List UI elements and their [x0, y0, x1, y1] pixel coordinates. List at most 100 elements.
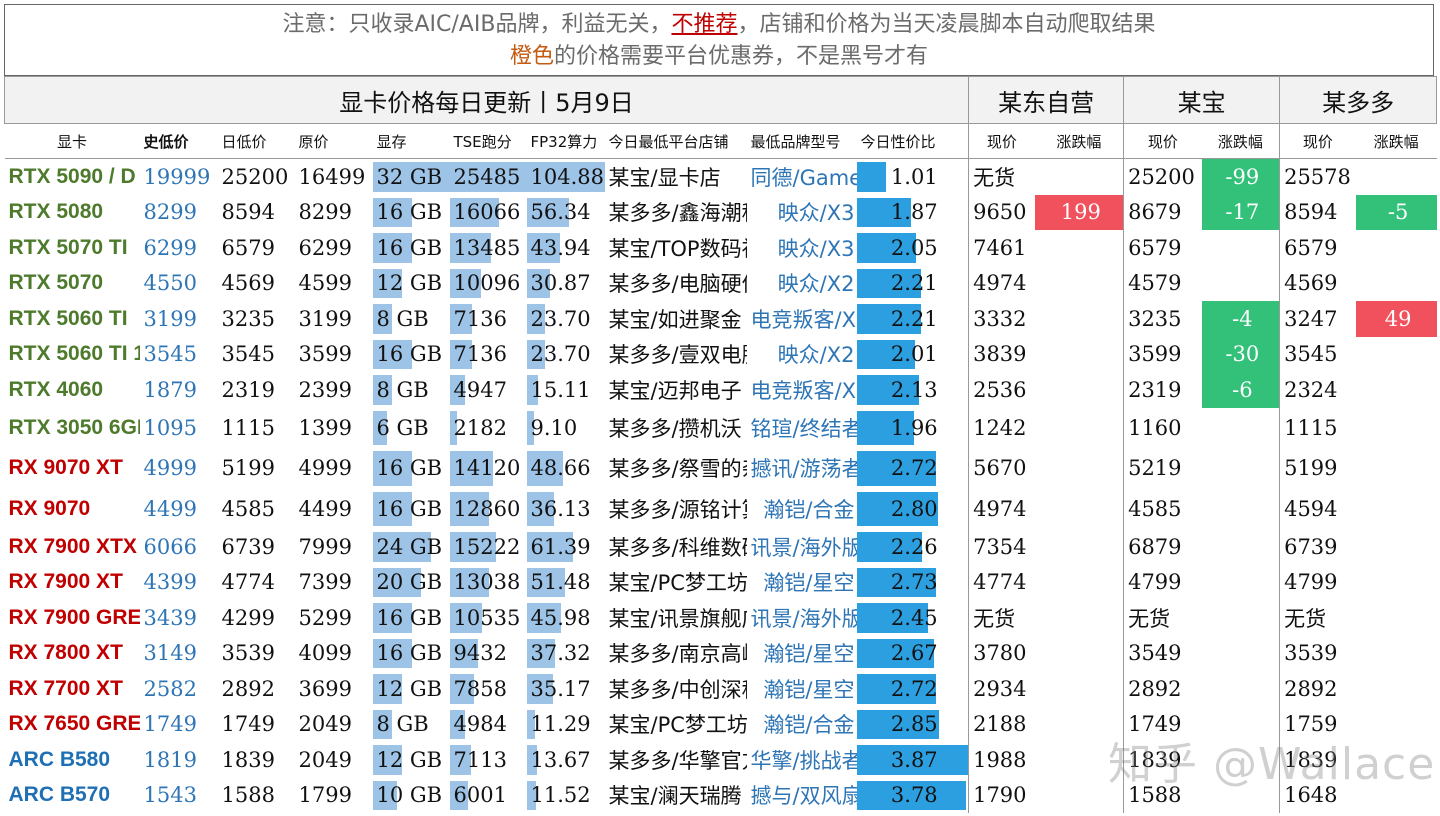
table-row: ARC B580 1819 1839 2049 12 GB 7113 13.67 某多多/华擎… [5, 742, 1437, 778]
value-ratio-cell-value: 3.78 [890, 783, 938, 808]
historic-low-price: 1095 [143, 415, 197, 440]
table-row: RTX 4060 1879 2319 2399 8 GB 4947 15.11 某宝/迈邦电子… [5, 372, 1437, 408]
historic-low-price: 3439 [143, 605, 197, 630]
lowest-shop: 某宝/如进聚金 [608, 307, 742, 332]
lowest-shop: 某多多/中创深科 [608, 677, 747, 702]
fp32-cell-value: 13.67 [530, 747, 591, 772]
taobao-price: 3235 [1123, 301, 1202, 337]
historic-low-price: 1749 [143, 712, 197, 737]
jd-change [1035, 489, 1124, 530]
column-header: 显存 [372, 123, 450, 159]
taobao-price: 25200 [1123, 158, 1202, 195]
fp32-cell: 30.87 [526, 266, 605, 302]
gpu-name: RX 9070 [8, 496, 91, 520]
lowest-shop: 某多多/鑫海潮科 [608, 201, 747, 226]
taobao-price: 1160 [1123, 407, 1202, 448]
data-bar [856, 567, 936, 597]
data-bar [526, 567, 565, 597]
data-bar [372, 197, 412, 227]
fp32-cell: 11.52 [526, 778, 605, 814]
pdd-change [1356, 408, 1437, 449]
fp32-cell: 61.39 [526, 529, 605, 565]
pdd-price: 6739 [1279, 529, 1356, 565]
fp32-cell: 104.88 [526, 159, 605, 195]
fp32-cell-value: 45.98 [530, 605, 591, 630]
data-bar [856, 745, 969, 775]
taobao-change [1202, 408, 1280, 449]
jd-change [1035, 372, 1124, 408]
taobao-change [1202, 707, 1280, 743]
taobao-change [1202, 742, 1280, 778]
data-bar [372, 339, 412, 369]
table-row: RTX 5070 TI 6299 6579 6299 16 GB 13485 43.94 某宝… [5, 230, 1437, 266]
fp32-cell: 13.67 [526, 742, 605, 778]
data-bar [449, 339, 472, 369]
table-row: RX 7650 GRE 1749 1749 2049 8 GB 4984 11.29 某宝/P… [5, 706, 1437, 743]
tse-score-cell-value: 4947 [453, 377, 507, 402]
historic-low-price: 6066 [143, 534, 197, 559]
lowest-shop: 某多多/攒机沃 [608, 416, 742, 441]
pdd-price: 1115 [1279, 407, 1356, 448]
vram-cell: 12 GB [372, 671, 450, 707]
historic-low-price: 1879 [143, 377, 197, 402]
gpu-name: RTX 5090 / D [8, 164, 136, 188]
fp32-cell-value: 9.10 [530, 415, 578, 440]
tse-score-cell: 7136 [449, 337, 527, 373]
gpu-name: RX 7800 XT [8, 641, 123, 665]
fp32-cell-value: 48.66 [530, 456, 591, 481]
historic-low-price: 19999 [143, 164, 211, 189]
value-ratio-cell-value: 2.72 [890, 456, 938, 481]
lowest-shop: 某多多/电脑硬件 [608, 272, 747, 297]
vram-cell: 16 GB [372, 636, 450, 672]
data-bar [372, 674, 402, 704]
value-ratio-cell: 2.80 [856, 489, 969, 530]
fp32-cell-value: 23.70 [530, 342, 591, 367]
daily-low-price: 2319 [221, 377, 275, 402]
original-price: 2049 [298, 712, 352, 737]
column-header: 原价 [294, 123, 373, 159]
tse-score-cell-value: 15222 [453, 534, 521, 559]
vram-cell: 16 GB [372, 448, 450, 489]
pdd-change [1356, 600, 1437, 636]
lowest-shop: 某多多/壹双电脑 [608, 343, 747, 368]
lowest-shop: 某多多/科维数码 [608, 535, 747, 560]
data-bar [856, 451, 936, 486]
jd-change [1035, 266, 1124, 302]
jd-change [1035, 707, 1124, 743]
value-ratio-cell-value: 2.73 [890, 570, 938, 595]
data-bar [856, 375, 919, 405]
notice-text: ，店铺和价格为当天凌晨脚本自动爬取结果 [737, 12, 1156, 37]
tse-score-cell-value: 7858 [453, 676, 507, 701]
data-bar [526, 603, 561, 633]
jd-change: 199 [1034, 194, 1124, 230]
vram-cell: 16 GB [372, 230, 450, 266]
jd-price: 7461 [968, 230, 1035, 266]
original-price: 7999 [298, 534, 352, 559]
lowest-brand-model: 映众/X3 [777, 201, 855, 226]
fp32-cell: 36.13 [526, 489, 605, 530]
lowest-brand-model: 瀚铠/星空 [763, 571, 855, 596]
jd-price: 7354 [968, 529, 1035, 565]
tse-score-cell: 13038 [449, 565, 527, 601]
value-ratio-cell: 1.87 [856, 195, 969, 231]
data-bar [856, 233, 916, 263]
jd-price: 1988 [968, 742, 1035, 778]
original-price: 1799 [298, 783, 352, 808]
jd-price: 9650 [968, 194, 1035, 230]
value-ratio-cell: 3.78 [856, 778, 969, 814]
data-bar [526, 745, 537, 775]
table-row: RX 7800 XT 3149 3539 4099 16 GB 9432 37.32 某多多/… [5, 635, 1437, 672]
fp32-cell: 15.11 [526, 372, 605, 408]
tse-score-cell: 10535 [449, 600, 527, 636]
data-bar [526, 451, 563, 486]
jd-price: 2188 [968, 706, 1035, 742]
original-price: 7399 [298, 570, 352, 595]
table-row: RTX 5070 4550 4569 4599 12 GB 10096 30.87 某多多/电… [5, 265, 1437, 302]
data-bar [856, 491, 938, 526]
gpu-name: RTX 5080 [8, 200, 104, 224]
taobao-change [1202, 448, 1280, 489]
pdd-price: 6579 [1279, 230, 1356, 266]
jd-change [1035, 230, 1124, 266]
gpu-name: ARC B580 [8, 747, 111, 771]
tse-score-cell: 12860 [449, 489, 527, 530]
